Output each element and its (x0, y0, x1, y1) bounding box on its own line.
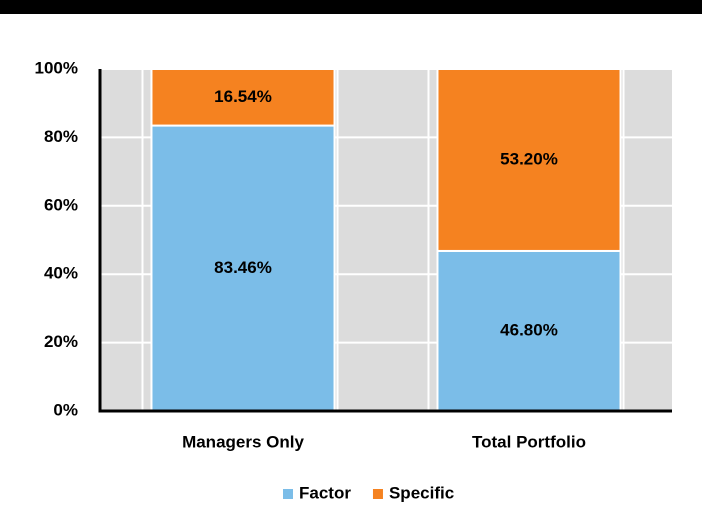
x-tick-label: Total Portfolio (472, 432, 586, 451)
y-tick-label: 100% (35, 58, 78, 77)
y-tick-label: 60% (44, 195, 78, 214)
y-tick-label: 40% (44, 264, 78, 283)
data-label: 46.80% (500, 320, 558, 339)
x-tick-label: Managers Only (182, 432, 304, 451)
data-label: 53.20% (500, 149, 558, 168)
legend-label: Specific (389, 483, 454, 502)
y-tick-label: 20% (44, 332, 78, 351)
bar-segment (150, 124, 336, 412)
legend-swatch (283, 489, 293, 499)
y-tick-label: 80% (44, 127, 78, 146)
data-label: 16.54% (214, 87, 272, 106)
bar-segment (436, 68, 622, 252)
legend-label: Factor (299, 483, 351, 502)
y-tick-label: 0% (53, 400, 78, 419)
bar-segment (150, 68, 336, 127)
header-bar (0, 0, 702, 14)
data-label: 83.46% (214, 258, 272, 277)
legend-swatch (372, 489, 383, 499)
bar-segment (436, 249, 622, 412)
